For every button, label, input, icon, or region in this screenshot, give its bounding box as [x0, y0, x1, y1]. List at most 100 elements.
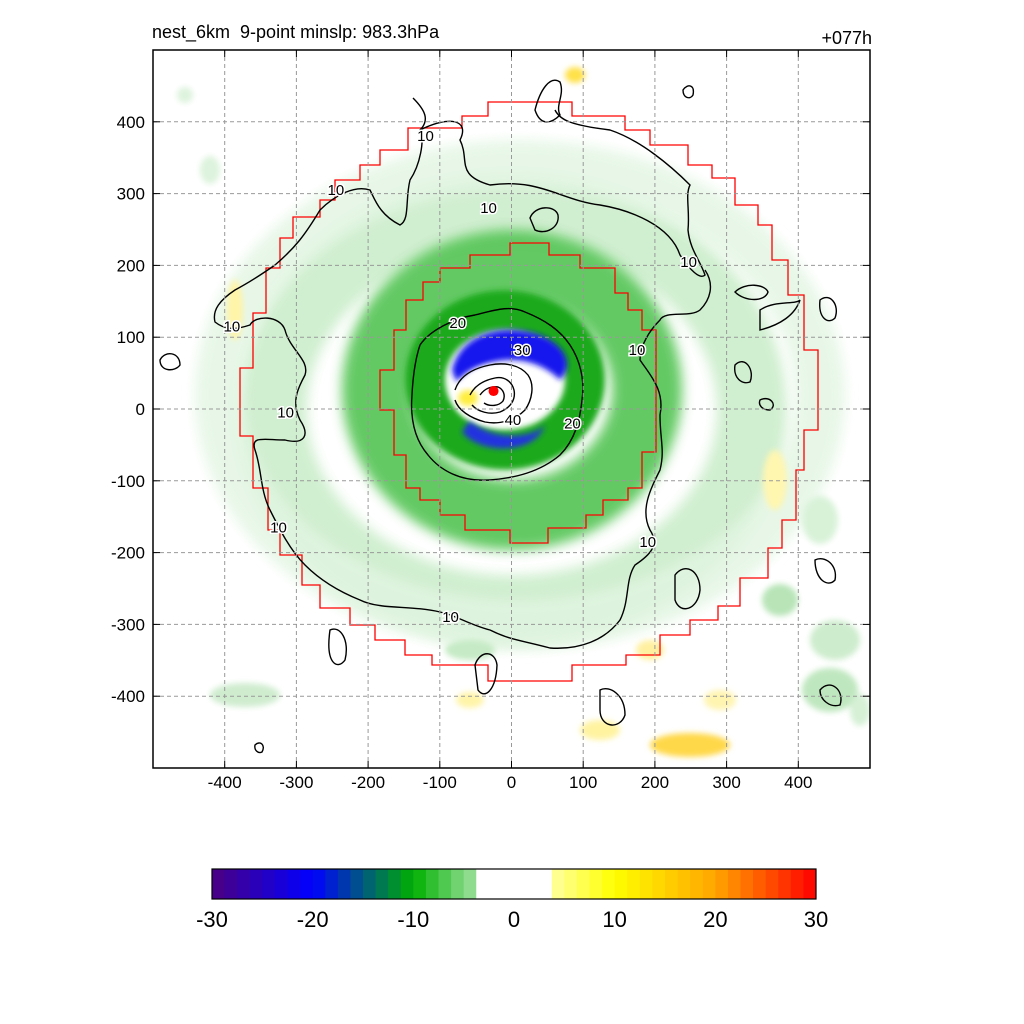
colorbar-swatch [690, 869, 704, 899]
contour-loop-w [159, 353, 181, 371]
colorbar-frame [211, 868, 817, 900]
colorbar-swatch [337, 869, 351, 899]
contour-label: 10 [224, 318, 241, 335]
colorbar-swatch [413, 869, 427, 899]
x-axis: -400 -300 -200 -100 0 100 200 300 400 [208, 50, 812, 792]
colorbar-swatch [753, 869, 767, 899]
colorbar-swatch [287, 869, 301, 899]
colorbar-swatch [476, 869, 490, 899]
contour-label: 10 [417, 128, 434, 145]
y-axis: -400 -300 -200 -100 0 100 200 300 400 [111, 113, 870, 706]
colorbar-tick-label: 0 [508, 907, 520, 932]
contour-loop-e6 [759, 299, 801, 331]
contour-30 [454, 363, 533, 424]
colorbar-swatch [400, 869, 414, 899]
inner-nest-boundary [379, 242, 657, 544]
contour-label: 10 [442, 609, 459, 626]
colorbar [211, 868, 817, 900]
colorbar-swatch [677, 869, 691, 899]
colorbar-swatch [740, 869, 754, 899]
colorbar-swatch [224, 869, 238, 899]
contour-label: 10 [639, 534, 656, 551]
contour-loop-s1 [474, 653, 498, 695]
shading-core-blue [452, 330, 568, 383]
colorbar-ticks: -30 -20 -10 0 10 20 30 [196, 907, 828, 932]
x-tick-label: 0 [507, 773, 516, 792]
contour-loop-e3 [734, 361, 752, 384]
contour-label: 40 [505, 412, 522, 429]
colorbar-swatch [715, 869, 729, 899]
colorbar-swatch [249, 869, 263, 899]
outer-nest-boundary [239, 101, 819, 682]
colorbar-swatch [325, 869, 339, 899]
colorbar-swatch [576, 869, 590, 899]
x-tick-label: 400 [784, 773, 812, 792]
contour-loop-ne [534, 79, 563, 123]
shading-outer-halo [195, 140, 845, 650]
colorbar-swatch [463, 869, 477, 899]
colorbar-swatch [438, 869, 452, 899]
colorbar-swatch [212, 869, 226, 899]
contour-20 [410, 307, 584, 481]
colorbar-swatch [589, 869, 603, 899]
contour-label: 10 [629, 342, 646, 359]
colorbar-swatch [765, 869, 779, 899]
contour-loop-sw2 [254, 742, 264, 754]
x-tick-label: 300 [712, 773, 740, 792]
colorbar-swatch [627, 869, 641, 899]
colorbar-swatch [350, 869, 364, 899]
contour-loop-n [682, 85, 695, 99]
colorbar-swatch [639, 869, 653, 899]
y-tick-label: -200 [111, 544, 145, 563]
contour-10-outer [213, 97, 712, 649]
colorbar-tick-label: -30 [196, 907, 228, 932]
x-tick-label: 200 [641, 773, 669, 792]
shading-core-blue-south [462, 420, 545, 449]
contour-loop-se2 [814, 558, 837, 584]
contour-labels: 10 10 10 10 10 20 30 10 10 40 20 10 10 10 [222, 127, 698, 628]
y-tick-label: -300 [111, 615, 145, 634]
contour-loop-e4 [758, 398, 774, 411]
colorbar-swatch [262, 869, 276, 899]
contour-label: 20 [564, 415, 581, 432]
time-label: +077h [821, 28, 872, 48]
contour-label: 10 [277, 405, 294, 422]
contour-label: 10 [327, 182, 344, 199]
y-tick-label: -400 [111, 687, 145, 706]
contour-label: 10 [270, 519, 287, 536]
colorbar-swatch [803, 869, 817, 899]
colorbar-tick-label: 20 [703, 907, 727, 932]
chart-title: nest_6km 9-point minslp: 983.3hPa [152, 22, 440, 42]
colorbar-swatch [501, 869, 515, 899]
colorbar-swatch [425, 869, 439, 899]
colorbar-swatch [551, 869, 565, 899]
colorbar-tick-label: 10 [602, 907, 626, 932]
colorbar-swatch [614, 869, 628, 899]
x-tick-label: -200 [351, 773, 385, 792]
x-tick-label: -300 [279, 773, 313, 792]
colorbar-tick-label: -10 [397, 907, 429, 932]
contour-40 [469, 376, 516, 414]
colorbar-swatch [388, 869, 402, 899]
colorbar-swatch [237, 869, 251, 899]
colorbar-swatch [375, 869, 389, 899]
colorbar-swatch [665, 869, 679, 899]
contour-loop-e5 [819, 684, 842, 707]
y-tick-label: 100 [117, 328, 145, 347]
contour-loop-ne2 [529, 207, 559, 233]
contour-loop-se1 [674, 568, 701, 610]
colorbar-tick-label: -20 [297, 907, 329, 932]
contour-inner-1 [479, 386, 505, 407]
storm-center-marker [488, 386, 499, 397]
colorbar-swatch [312, 869, 326, 899]
grid-lines [153, 50, 870, 768]
contour-label: 10 [480, 200, 497, 217]
contour-loop-e1 [734, 284, 769, 301]
colorbar-swatch [300, 869, 314, 899]
shading-inner-ring [405, 290, 605, 470]
contour-loop-sw [328, 628, 347, 666]
colorbar-swatch [652, 869, 666, 899]
colorbar-swatch [488, 869, 502, 899]
x-tick-label: -400 [208, 773, 242, 792]
